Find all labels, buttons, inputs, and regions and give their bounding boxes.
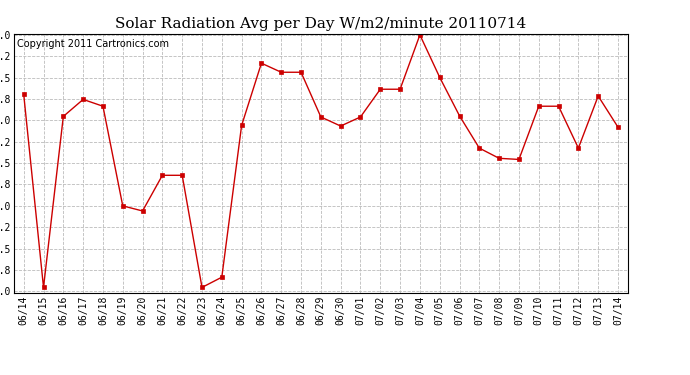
Title: Solar Radiation Avg per Day W/m2/minute 20110714: Solar Radiation Avg per Day W/m2/minute … — [115, 17, 526, 31]
Text: Copyright 2011 Cartronics.com: Copyright 2011 Cartronics.com — [17, 39, 169, 49]
